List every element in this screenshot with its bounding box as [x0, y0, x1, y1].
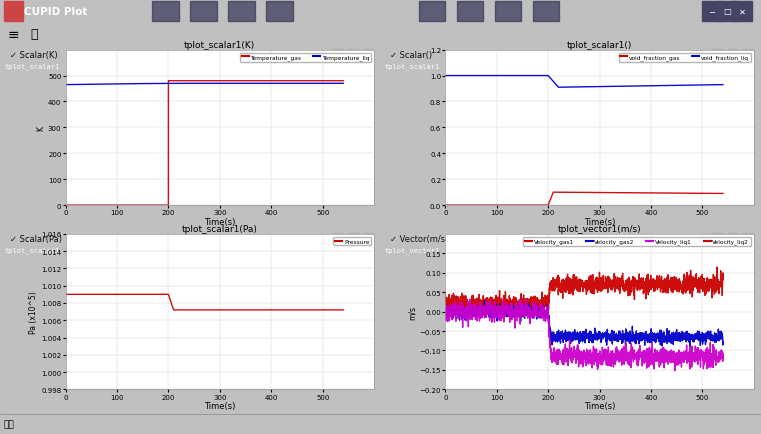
Bar: [347, 233, 358, 246]
Bar: [228, 3, 255, 21]
Legend: Velocity_gas1, Velocity_gas2, Velocity_liq1, Velocity_liq2: Velocity_gas1, Velocity_gas2, Velocity_l…: [523, 237, 751, 247]
Bar: [457, 3, 483, 21]
Bar: [727, 49, 738, 62]
Text: ✓ Scalar(Pa): ✓ Scalar(Pa): [10, 234, 62, 243]
Text: ✓ Scalar(K): ✓ Scalar(K): [10, 51, 57, 59]
Bar: [362, 233, 374, 246]
Text: □: □: [723, 7, 731, 16]
Bar: [712, 233, 723, 246]
Text: ⧉: ⧉: [30, 28, 38, 41]
Text: tplot_scalar1: tplot_scalar1: [385, 63, 440, 70]
Bar: [712, 49, 723, 62]
Bar: [332, 233, 343, 246]
Title: tplot_scalar1(Pa): tplot_scalar1(Pa): [182, 224, 258, 233]
Legend: Pressure: Pressure: [333, 237, 371, 246]
Text: tplot_scalar1: tplot_scalar1: [5, 63, 60, 70]
X-axis label: Time(s): Time(s): [204, 217, 235, 226]
Y-axis label: m/s: m/s: [408, 305, 417, 319]
Bar: [152, 3, 179, 21]
X-axis label: Time(s): Time(s): [204, 401, 235, 410]
Text: ✓ Scalar(): ✓ Scalar(): [390, 51, 431, 59]
Text: ✕: ✕: [738, 7, 746, 16]
Y-axis label: K: K: [36, 125, 45, 131]
Legend: void_fraction_gas, void_fraction_liq: void_fraction_gas, void_fraction_liq: [619, 53, 751, 62]
Bar: [419, 3, 445, 21]
Legend: Temperature_gas, Temperature_liq: Temperature_gas, Temperature_liq: [240, 53, 371, 62]
Y-axis label: Pa (x10^5): Pa (x10^5): [30, 290, 38, 333]
Bar: [733, 3, 752, 21]
Bar: [727, 233, 738, 246]
Title: tplot_scalar1(): tplot_scalar1(): [567, 41, 632, 50]
Bar: [4, 3, 23, 21]
Text: CUPID Plot: CUPID Plot: [24, 7, 88, 17]
Bar: [533, 3, 559, 21]
X-axis label: Time(s): Time(s): [584, 217, 615, 226]
Bar: [742, 49, 753, 62]
Bar: [718, 3, 737, 21]
Title: tplot_vector1(m/s): tplot_vector1(m/s): [558, 224, 642, 233]
Text: ✓ Vector(m/s): ✓ Vector(m/s): [390, 234, 448, 243]
Text: tplot_vector1: tplot_vector1: [385, 247, 440, 254]
Text: ─: ─: [709, 7, 714, 16]
Bar: [190, 3, 217, 21]
Bar: [347, 49, 358, 62]
X-axis label: Time(s): Time(s): [584, 401, 615, 410]
Bar: [266, 3, 293, 21]
Bar: [495, 3, 521, 21]
Text: 상태: 상태: [4, 420, 14, 429]
Title: tplot_scalar1(K): tplot_scalar1(K): [184, 41, 256, 50]
Bar: [332, 49, 343, 62]
Bar: [702, 3, 721, 21]
Text: tplot_scalar1: tplot_scalar1: [5, 247, 60, 254]
Bar: [362, 49, 374, 62]
Text: ≡: ≡: [8, 28, 19, 42]
Bar: [742, 233, 753, 246]
